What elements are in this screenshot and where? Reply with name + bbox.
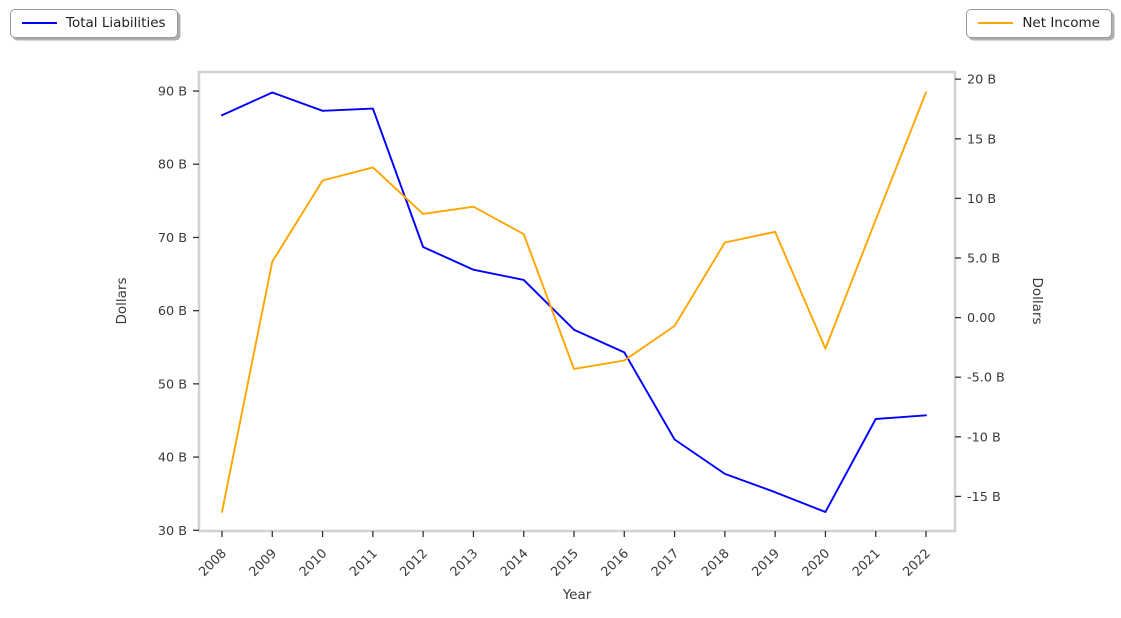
line-net-income bbox=[221, 91, 927, 513]
legend-label: Total Liabilities bbox=[66, 15, 166, 31]
legend-total-liabilities: Total Liabilities bbox=[10, 9, 178, 38]
x-tick-label: 2008 bbox=[196, 546, 230, 580]
y-tick-label-right: -10 B bbox=[967, 430, 1001, 445]
x-tick-label: 2019 bbox=[749, 546, 783, 580]
x-tick-label: 2016 bbox=[598, 546, 632, 580]
x-tick-label: 2012 bbox=[397, 546, 431, 580]
y-axis-label-left: Dollars bbox=[114, 277, 130, 325]
x-tick-label: 2018 bbox=[699, 546, 733, 580]
y-tick-label-left: 90 B bbox=[158, 85, 187, 100]
x-tick-label: 2013 bbox=[448, 546, 482, 580]
y-tick-label-right: -15 B bbox=[967, 490, 1001, 505]
y-tick-label-right: 0.00 bbox=[967, 311, 996, 326]
legend-label: Net Income bbox=[1022, 15, 1100, 31]
x-tick-label: 2022 bbox=[900, 546, 934, 580]
x-tick-label: 2020 bbox=[800, 546, 834, 580]
y-tick-label-left: 70 B bbox=[158, 231, 187, 246]
y-tick-label-right: 20 B bbox=[967, 73, 996, 88]
x-tick-label: 2011 bbox=[347, 546, 381, 580]
x-tick-label: 2010 bbox=[297, 546, 331, 580]
x-tick-label: 2021 bbox=[850, 546, 884, 580]
legend-line-sample-blue bbox=[22, 22, 57, 24]
y-tick-label-right: -5.0 B bbox=[967, 371, 1005, 386]
y-tick-label-left: 50 B bbox=[158, 377, 187, 392]
y-tick-label-right: 5.0 B bbox=[967, 251, 1000, 266]
x-tick-label: 2017 bbox=[649, 546, 683, 580]
x-tick-label: 2014 bbox=[498, 546, 532, 580]
y-axis-label-right: Dollars bbox=[1029, 277, 1045, 325]
line-total-liabilities bbox=[221, 91, 927, 513]
x-tick-label: 2009 bbox=[246, 546, 280, 580]
y-tick-label-right: 10 B bbox=[967, 192, 996, 207]
y-tick-label-left: 60 B bbox=[158, 304, 187, 319]
plot-frame bbox=[197, 70, 957, 533]
y-tick-label-left: 40 B bbox=[158, 451, 187, 466]
legend-line-sample-orange bbox=[978, 22, 1014, 24]
y-tick-label-right: 15 B bbox=[967, 132, 996, 147]
y-tick-label-left: 30 B bbox=[158, 524, 187, 539]
y-tick-label-left: 80 B bbox=[158, 158, 187, 173]
x-tick-label: 2015 bbox=[548, 546, 582, 580]
legend-net-income: Net Income bbox=[966, 9, 1112, 38]
x-axis-label: Year bbox=[562, 587, 592, 603]
